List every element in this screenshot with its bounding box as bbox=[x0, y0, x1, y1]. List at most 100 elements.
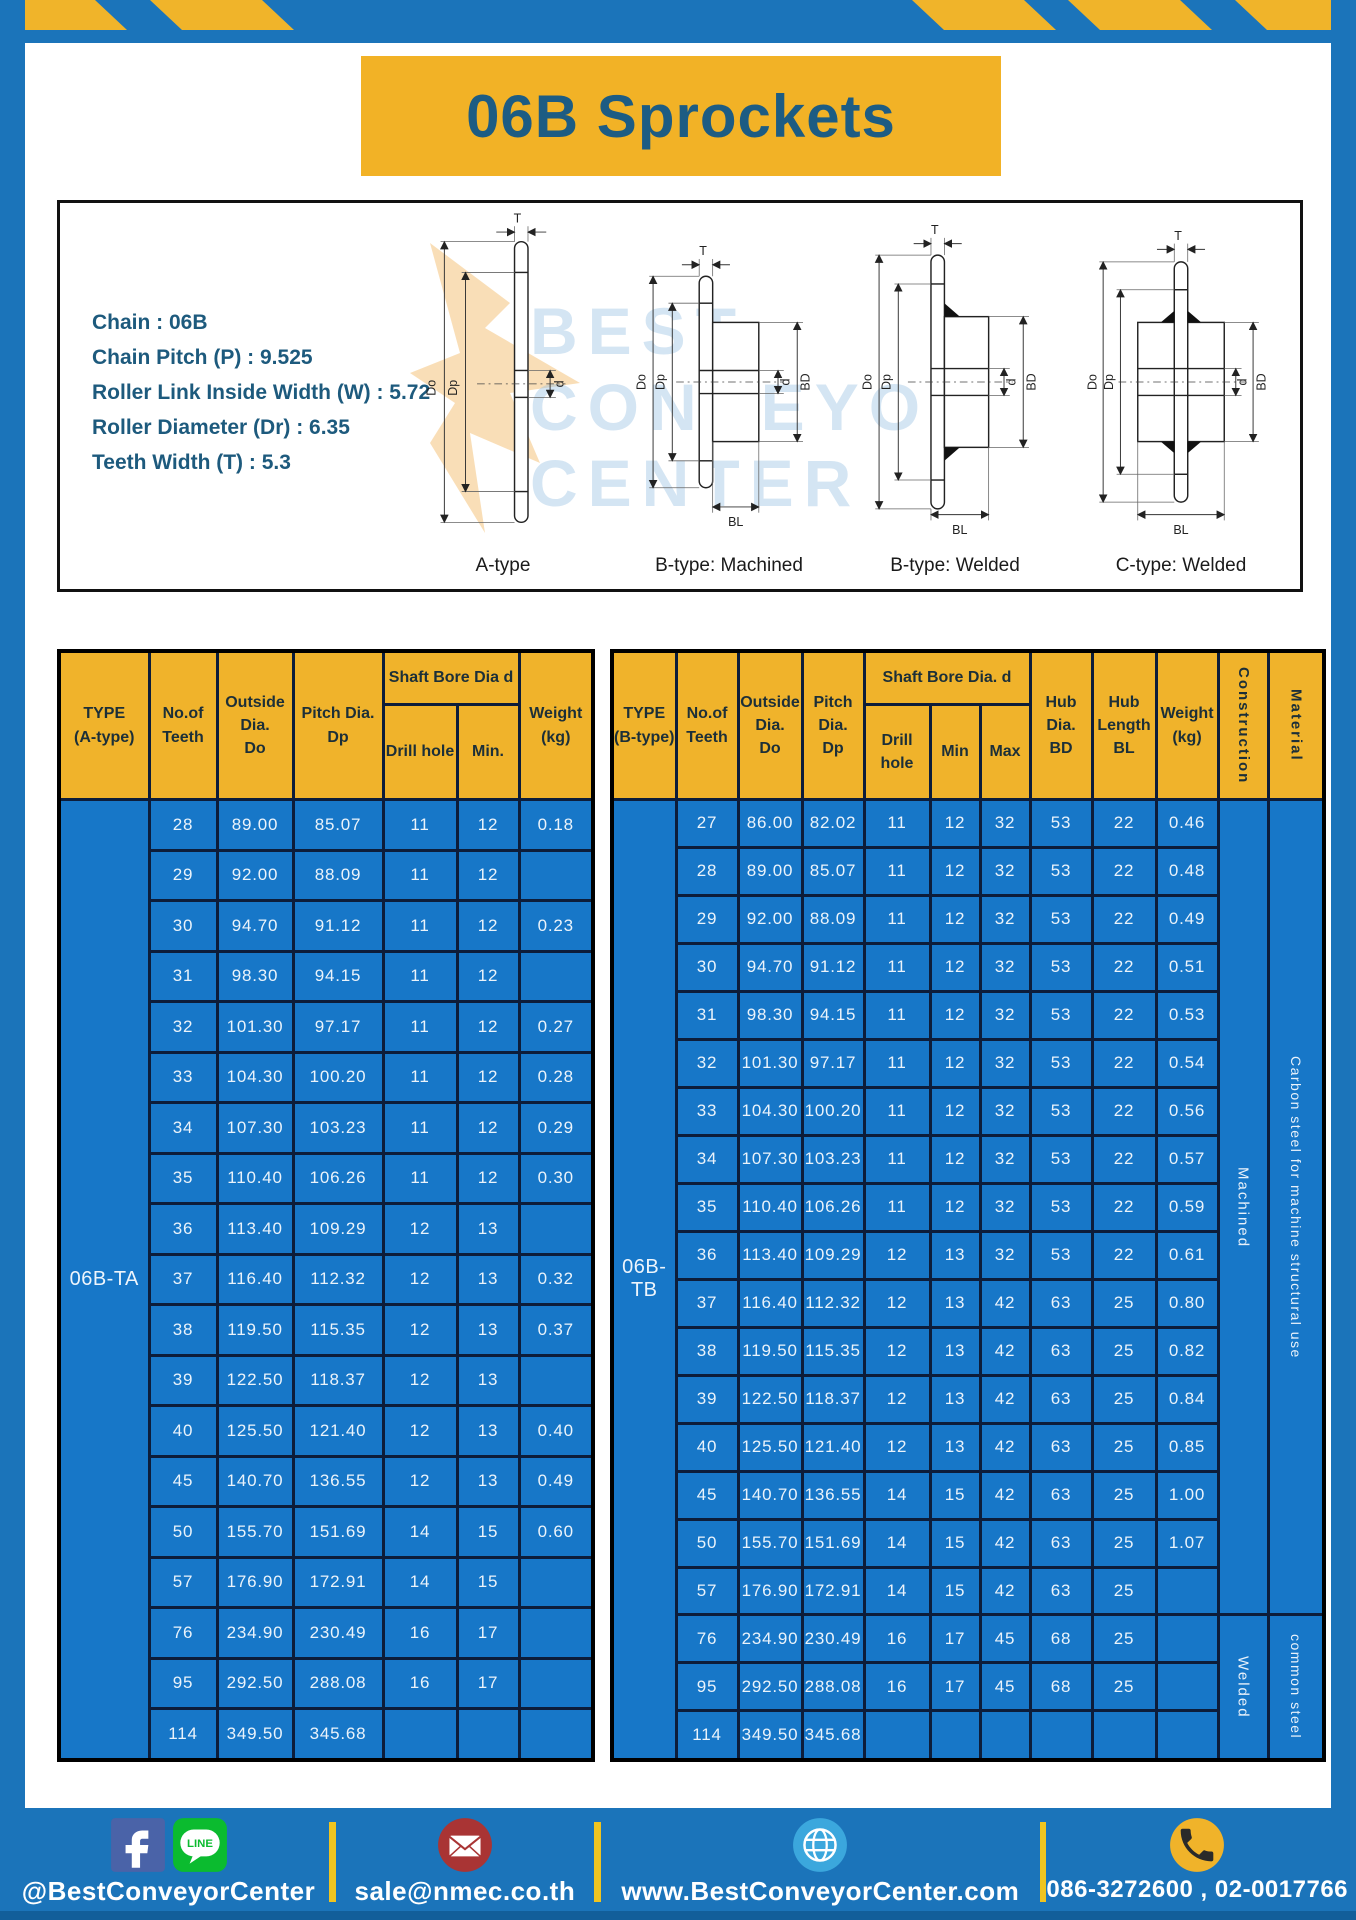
svg-text:Do: Do bbox=[860, 374, 874, 390]
svg-text:d: d bbox=[1235, 378, 1249, 385]
cell: 0.84 bbox=[1154, 1373, 1220, 1425]
svg-text:T: T bbox=[931, 223, 939, 237]
diagram-panel: BEST CONVEYOR CENTER Chain : 06B Chain P… bbox=[57, 200, 1303, 592]
cell: 100.20 bbox=[291, 1050, 385, 1104]
cell: 12 bbox=[455, 1000, 521, 1054]
phone-icon bbox=[1170, 1818, 1225, 1872]
cell: 0.28 bbox=[517, 1050, 595, 1104]
svg-text:Dp: Dp bbox=[654, 374, 668, 390]
cell: 13 bbox=[455, 1252, 521, 1306]
svg-text:d: d bbox=[553, 380, 567, 387]
cell bbox=[517, 1555, 595, 1609]
cell: 31 bbox=[147, 949, 219, 1003]
table-row: 40 125.50 121.40 12 13 0.40 bbox=[59, 1404, 595, 1458]
table-row: 45 140.70 136.55 14 15 42 63 25 1.00 bbox=[612, 1469, 1324, 1521]
cell: 11 bbox=[862, 1133, 932, 1185]
figure-c-type-welded: T Do Dp d BD bbox=[1068, 209, 1294, 583]
cell: 0.40 bbox=[517, 1404, 595, 1458]
a-type-table: TYPE (A-type) No.of Teeth Outside Dia. D… bbox=[57, 649, 595, 1762]
cell: 12 bbox=[928, 845, 982, 897]
cell: 16 bbox=[381, 1606, 459, 1660]
cell bbox=[1154, 1613, 1220, 1665]
cell: 140.70 bbox=[215, 1454, 295, 1508]
cell: 345.68 bbox=[291, 1707, 385, 1761]
cell: 12 bbox=[455, 899, 521, 953]
table-row: 38 119.50 115.35 12 13 0.37 bbox=[59, 1303, 595, 1357]
cell: 113.40 bbox=[215, 1202, 295, 1256]
svg-text:BD: BD bbox=[799, 373, 813, 390]
cell bbox=[517, 1656, 595, 1710]
table-row: 95 292.50 288.08 16 17 bbox=[59, 1656, 595, 1710]
cell: 13 bbox=[455, 1202, 521, 1256]
col-header-shaft-bore-b: Shaft Bore Dia. d bbox=[862, 649, 1032, 706]
svg-text:T: T bbox=[514, 211, 522, 225]
cell: 13 bbox=[928, 1373, 982, 1425]
cell: 0.54 bbox=[1154, 1037, 1220, 1089]
svg-text:d: d bbox=[1005, 378, 1019, 385]
cell: 0.23 bbox=[517, 899, 595, 953]
cell: 0.49 bbox=[1154, 893, 1220, 945]
table-row: 31 98.30 94.15 11 12 32 53 22 0.53 bbox=[612, 989, 1324, 1041]
cell: 345.68 bbox=[800, 1709, 866, 1761]
cell bbox=[978, 1709, 1032, 1761]
footer-website-section: www.BestConveyorCenter.com bbox=[601, 1812, 1040, 1912]
cell: 155.70 bbox=[736, 1517, 804, 1569]
cell: 136.55 bbox=[800, 1469, 866, 1521]
cell: 13 bbox=[928, 1421, 982, 1473]
cell: 12 bbox=[928, 941, 982, 993]
cell: 36 bbox=[147, 1202, 219, 1256]
table-row: 28 89.00 85.07 11 12 32 53 22 0.48 bbox=[612, 845, 1324, 897]
cell: 50 bbox=[147, 1505, 219, 1559]
cell: 172.91 bbox=[291, 1555, 385, 1609]
figure-b-type-welded: T Do Dp d BD bbox=[842, 209, 1068, 583]
cell: 22 bbox=[1090, 893, 1158, 945]
cell: 22 bbox=[1090, 1181, 1158, 1233]
cell: 103.23 bbox=[800, 1133, 866, 1185]
page-title: 06B Sprockets bbox=[466, 82, 896, 150]
cell: 53 bbox=[1028, 1037, 1094, 1089]
cell: 15 bbox=[455, 1555, 521, 1609]
title-banner: 06B Sprockets bbox=[361, 56, 1001, 176]
construction-cell: Welded bbox=[1216, 1613, 1270, 1761]
cell: 114 bbox=[674, 1709, 740, 1761]
cell: 13 bbox=[928, 1229, 982, 1281]
cell: 63 bbox=[1028, 1373, 1094, 1425]
footer-phone-label: 086-3272600 , 02-0017766 bbox=[1046, 1876, 1349, 1903]
cell: 0.29 bbox=[517, 1101, 595, 1155]
col-header-pitch-dia-b: Pitch Dia. Dp bbox=[800, 649, 866, 801]
cell: 15 bbox=[928, 1565, 982, 1617]
svg-text:Do: Do bbox=[634, 374, 648, 390]
c-type-welded-drawing: T Do Dp d BD bbox=[1085, 229, 1268, 537]
cell: 32 bbox=[978, 1037, 1032, 1089]
svg-text:Dp: Dp bbox=[446, 380, 460, 396]
cell: 11 bbox=[862, 893, 932, 945]
cell: 88.09 bbox=[291, 848, 385, 902]
figure-label-b-type-machined: B-type: Machined bbox=[655, 555, 803, 576]
cell: 17 bbox=[455, 1606, 521, 1660]
figure-b-type-machined: T Do Dp d BD BL bbox=[616, 209, 842, 583]
cell: 0.49 bbox=[517, 1454, 595, 1508]
cell: 94.70 bbox=[736, 941, 804, 993]
cell: 33 bbox=[147, 1050, 219, 1104]
cell: 121.40 bbox=[800, 1421, 866, 1473]
cell: 13 bbox=[928, 1277, 982, 1329]
footer-separator bbox=[329, 1822, 336, 1902]
cell: 25 bbox=[1090, 1613, 1158, 1665]
table-row: 37 116.40 112.32 12 13 0.32 bbox=[59, 1252, 595, 1306]
cell: 119.50 bbox=[215, 1303, 295, 1357]
col-header-teeth-a: No.of Teeth bbox=[147, 649, 219, 801]
cell: 12 bbox=[928, 1085, 982, 1137]
cell: 29 bbox=[147, 848, 219, 902]
cell: 94.15 bbox=[800, 989, 866, 1041]
cell bbox=[455, 1707, 521, 1761]
cell: 0.18 bbox=[517, 798, 595, 852]
cell: 11 bbox=[381, 848, 459, 902]
footer-website-label: www.BestConveyorCenter.com bbox=[621, 1876, 1020, 1906]
cell: 104.30 bbox=[215, 1050, 295, 1104]
cell bbox=[1154, 1661, 1220, 1713]
cell: 40 bbox=[147, 1404, 219, 1458]
cell: 25 bbox=[1090, 1517, 1158, 1569]
col-header-type-b: TYPE (B-type) bbox=[610, 649, 678, 801]
cell: 97.17 bbox=[800, 1037, 866, 1089]
table-row: 114 349.50 345.68 bbox=[612, 1709, 1324, 1761]
